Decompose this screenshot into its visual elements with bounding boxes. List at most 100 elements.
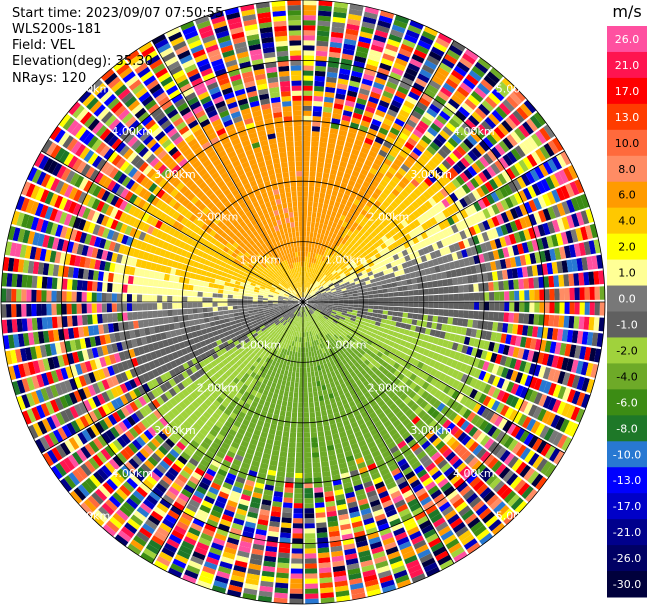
velocity-gate (276, 399, 283, 406)
velocity-gate (396, 389, 404, 398)
velocity-gate (539, 289, 545, 301)
velocity-gate (403, 296, 409, 302)
velocity-gate (581, 393, 591, 409)
velocity-gate (417, 171, 427, 181)
velocity-gate (570, 197, 580, 212)
velocity-gate (378, 302, 384, 306)
velocity-gate (397, 193, 406, 202)
velocity-gate (486, 272, 494, 282)
velocity-gate (314, 75, 325, 82)
velocity-gate (321, 229, 326, 235)
velocity-gate (528, 277, 535, 289)
velocity-gate (278, 547, 291, 554)
velocity-gate (304, 292, 307, 298)
velocity-gate (315, 176, 322, 183)
velocity-gate (428, 50, 443, 62)
velocity-gate (309, 181, 315, 187)
velocity-gate (325, 246, 330, 253)
velocity-gate (339, 161, 348, 168)
velocity-gate (377, 309, 384, 314)
velocity-gate (316, 248, 320, 254)
velocity-gate (303, 125, 311, 131)
velocity-gate (540, 461, 553, 475)
velocity-gate (359, 278, 366, 283)
velocity-gate (313, 472, 322, 478)
velocity-gate (303, 357, 307, 363)
velocity-gate (291, 548, 303, 554)
velocity-gate (399, 392, 408, 401)
velocity-gate (319, 400, 325, 407)
velocity-gate (304, 563, 317, 569)
velocity-gate (384, 85, 396, 95)
velocity-gate (340, 333, 346, 339)
velocity-gate (313, 303, 318, 305)
velocity-gate (340, 156, 349, 163)
velocity-gate (390, 261, 397, 268)
velocity-gate (467, 165, 478, 177)
velocity-gate (309, 402, 314, 408)
velocity-gate (320, 311, 326, 315)
velocity-gate (356, 286, 362, 291)
velocity-gate (395, 205, 404, 214)
velocity-gate (313, 232, 318, 238)
velocity-gate (319, 374, 324, 381)
velocity-gate (292, 402, 298, 408)
velocity-gate (305, 573, 318, 579)
velocity-gate (360, 234, 367, 242)
velocity-gate (564, 302, 570, 314)
velocity-gate (323, 269, 329, 275)
velocity-gate (413, 307, 419, 314)
velocity-gate (305, 347, 309, 353)
velocity-gate (304, 533, 316, 539)
velocity-gate (335, 144, 344, 151)
velocity-gate (323, 257, 328, 263)
velocity-gate (499, 236, 507, 248)
velocity-gate (386, 315, 393, 321)
velocity-gate (442, 365, 451, 375)
velocity-gate (312, 121, 321, 127)
velocity-gate (435, 426, 446, 437)
velocity-gate (393, 362, 401, 370)
velocity-gate (309, 309, 314, 314)
velocity-gate (291, 543, 303, 549)
velocity-gate (512, 244, 520, 256)
velocity-gate (381, 332, 388, 339)
velocity-gate (306, 295, 311, 299)
velocity-gate (409, 373, 417, 382)
velocity-gate (338, 299, 344, 302)
velocity-gate (306, 367, 311, 373)
velocity-gate (453, 189, 463, 200)
velocity-gate (277, 378, 283, 385)
velocity-gate (306, 262, 309, 268)
velocity-gate (309, 283, 312, 289)
velocity-gate (377, 289, 383, 294)
velocity-gate (303, 85, 313, 91)
velocity-gate (484, 241, 493, 252)
velocity-gate (366, 339, 373, 346)
velocity-gate (497, 123, 510, 136)
velocity-gate (372, 141, 382, 149)
velocity-gate (292, 533, 303, 539)
velocity-gate (393, 292, 399, 297)
velocity-gate (347, 90, 358, 98)
velocity-gate (305, 583, 318, 589)
velocity-gate (366, 330, 372, 336)
velocity-gate (319, 313, 325, 317)
velocity-gate (408, 230, 416, 239)
velocity-gate (308, 262, 312, 268)
velocity-gate (384, 356, 392, 364)
velocity-gate (370, 255, 377, 262)
velocity-gate (501, 269, 509, 280)
velocity-gate (277, 557, 290, 564)
velocity-gate (348, 332, 354, 338)
velocity-gate (303, 166, 310, 172)
velocity-gate (344, 247, 350, 254)
velocity-gate (328, 56, 340, 64)
velocity-gate (376, 285, 383, 290)
velocity-gate (331, 26, 345, 34)
velocity-gate (303, 236, 306, 242)
velocity-gate (408, 290, 414, 296)
velocity-gate (380, 318, 387, 324)
velocity-gate (343, 299, 349, 302)
velocity-gate (555, 233, 564, 246)
